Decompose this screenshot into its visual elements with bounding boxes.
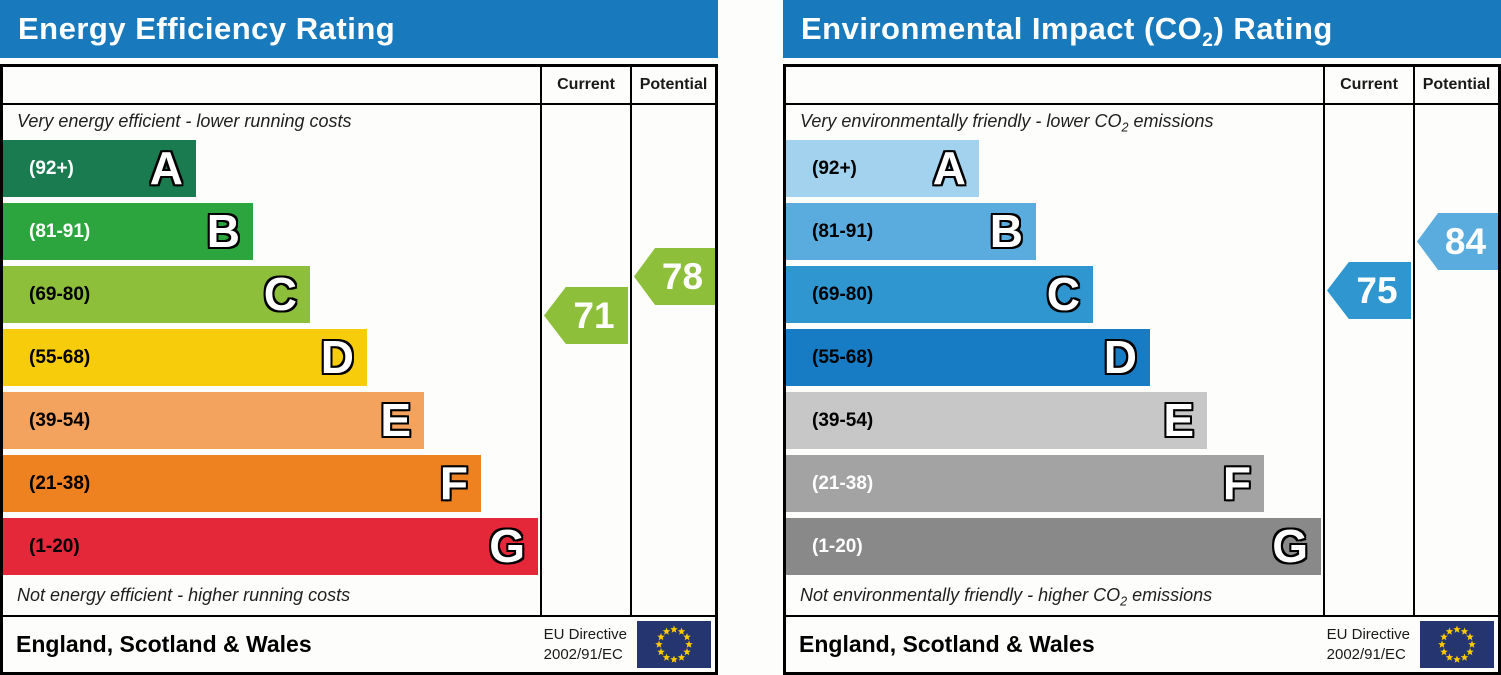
band-range-label: (92+) (29, 157, 74, 179)
potential-rating-arrow: 84 (1417, 213, 1498, 270)
band-letter: F (439, 456, 468, 509)
band-letter: E (380, 393, 411, 446)
eu-directive-label: EU Directive 2002/91/EC (543, 626, 627, 663)
band-range-label: (1-20) (29, 535, 80, 557)
band-letter: B (206, 204, 240, 257)
band-range-label: (69-80) (812, 283, 874, 305)
chart-footer: England, Scotland & Wales EU Directive 2… (3, 617, 715, 672)
band-range-label: (81-91) (29, 220, 91, 242)
band-letter: C (1046, 267, 1080, 320)
current-rating-value: 75 (1356, 269, 1398, 311)
band-letter: A (932, 141, 966, 194)
band-letter: B (989, 204, 1023, 257)
region-label: England, Scotland & Wales (799, 631, 1095, 657)
environmental-chart-title: Environmental Impact (CO2) Rating (783, 0, 1501, 58)
current-column-header: Current (1340, 76, 1398, 93)
potential-column-header: Potential (1422, 76, 1491, 93)
potential-column-header: Potential (639, 76, 708, 93)
column-divider (540, 67, 542, 615)
band-letter: F (1222, 456, 1251, 509)
band-a: (92+) A (786, 140, 979, 197)
band-letter: G (489, 519, 525, 572)
rating-bands: (92+) A (81-91) B (69-80) C (55-68) D (3, 140, 538, 581)
column-divider (1413, 67, 1415, 615)
band-e: (39-54) E (786, 392, 1207, 449)
current-rating-arrow: 71 (544, 287, 628, 344)
potential-rating-value: 78 (661, 255, 704, 297)
header-underline (786, 103, 1498, 105)
band-range-label: (69-80) (29, 283, 91, 305)
band-g: (1-20) G (3, 518, 538, 575)
column-divider (630, 67, 632, 615)
eu-directive-label: EU Directive 2002/91/EC (1326, 626, 1410, 663)
band-range-label: (39-54) (29, 409, 91, 431)
band-range-label: (55-68) (812, 346, 874, 368)
environmental-impact-chart: Environmental Impact (CO2) Rating Curren… (783, 0, 1501, 675)
band-range-label: (1-20) (812, 535, 863, 557)
energy-chart-title: Energy Efficiency Rating (0, 0, 718, 58)
energy-efficiency-chart: Energy Efficiency Rating Current Potenti… (0, 0, 718, 675)
current-column-header: Current (557, 76, 615, 93)
top-note: Very environmentally friendly - lower CO… (800, 111, 1214, 135)
rating-table: Current Potential Very environmentally f… (786, 67, 1498, 617)
current-rating-arrow: 75 (1327, 262, 1411, 319)
region-label: England, Scotland & Wales (16, 631, 312, 657)
band-d: (55-68) D (3, 329, 367, 386)
eu-flag-icon (637, 621, 711, 668)
band-f: (21-38) F (786, 455, 1264, 512)
title-text: Environmental Impact (CO2) Rating (801, 11, 1333, 52)
band-letter: E (1163, 393, 1194, 446)
band-range-label: (92+) (812, 157, 857, 179)
band-range-label: (55-68) (29, 346, 91, 368)
band-letter: D (320, 330, 354, 383)
band-a: (92+) A (3, 140, 196, 197)
chart-frame: Current Potential Very environmentally f… (783, 64, 1501, 675)
eu-flag-icon (1420, 621, 1494, 668)
chart-frame: Current Potential Very energy efficient … (0, 64, 718, 675)
column-divider (1323, 67, 1325, 615)
band-d: (55-68) D (786, 329, 1150, 386)
rating-bands: (92+) A (81-91) B (69-80) C (55-68) D (786, 140, 1321, 581)
potential-rating-value: 84 (1444, 220, 1487, 262)
band-range-label: (39-54) (812, 409, 874, 431)
current-rating-value: 71 (573, 294, 615, 336)
band-c: (69-80) C (786, 266, 1093, 323)
title-text: Energy Efficiency Rating (18, 11, 396, 46)
band-letter: A (149, 141, 183, 194)
band-b: (81-91) B (786, 203, 1036, 260)
band-e: (39-54) E (3, 392, 424, 449)
band-f: (21-38) F (3, 455, 481, 512)
potential-rating-arrow: 78 (634, 248, 715, 305)
band-letter: D (1103, 330, 1137, 383)
bottom-note: Not environmentally friendly - higher CO… (800, 585, 1213, 609)
band-c: (69-80) C (3, 266, 310, 323)
band-b: (81-91) B (3, 203, 253, 260)
header-underline (3, 103, 715, 105)
band-g: (1-20) G (786, 518, 1321, 575)
top-note: Very energy efficient - lower running co… (17, 111, 352, 131)
band-range-label: (21-38) (29, 472, 91, 494)
band-range-label: (21-38) (812, 472, 874, 494)
bottom-note: Not energy efficient - higher running co… (17, 585, 351, 605)
chart-footer: England, Scotland & Wales EU Directive 2… (786, 617, 1498, 672)
band-range-label: (81-91) (812, 220, 874, 242)
rating-table: Current Potential Very energy efficient … (3, 67, 715, 617)
band-letter: G (1272, 519, 1308, 572)
band-letter: C (263, 267, 297, 320)
